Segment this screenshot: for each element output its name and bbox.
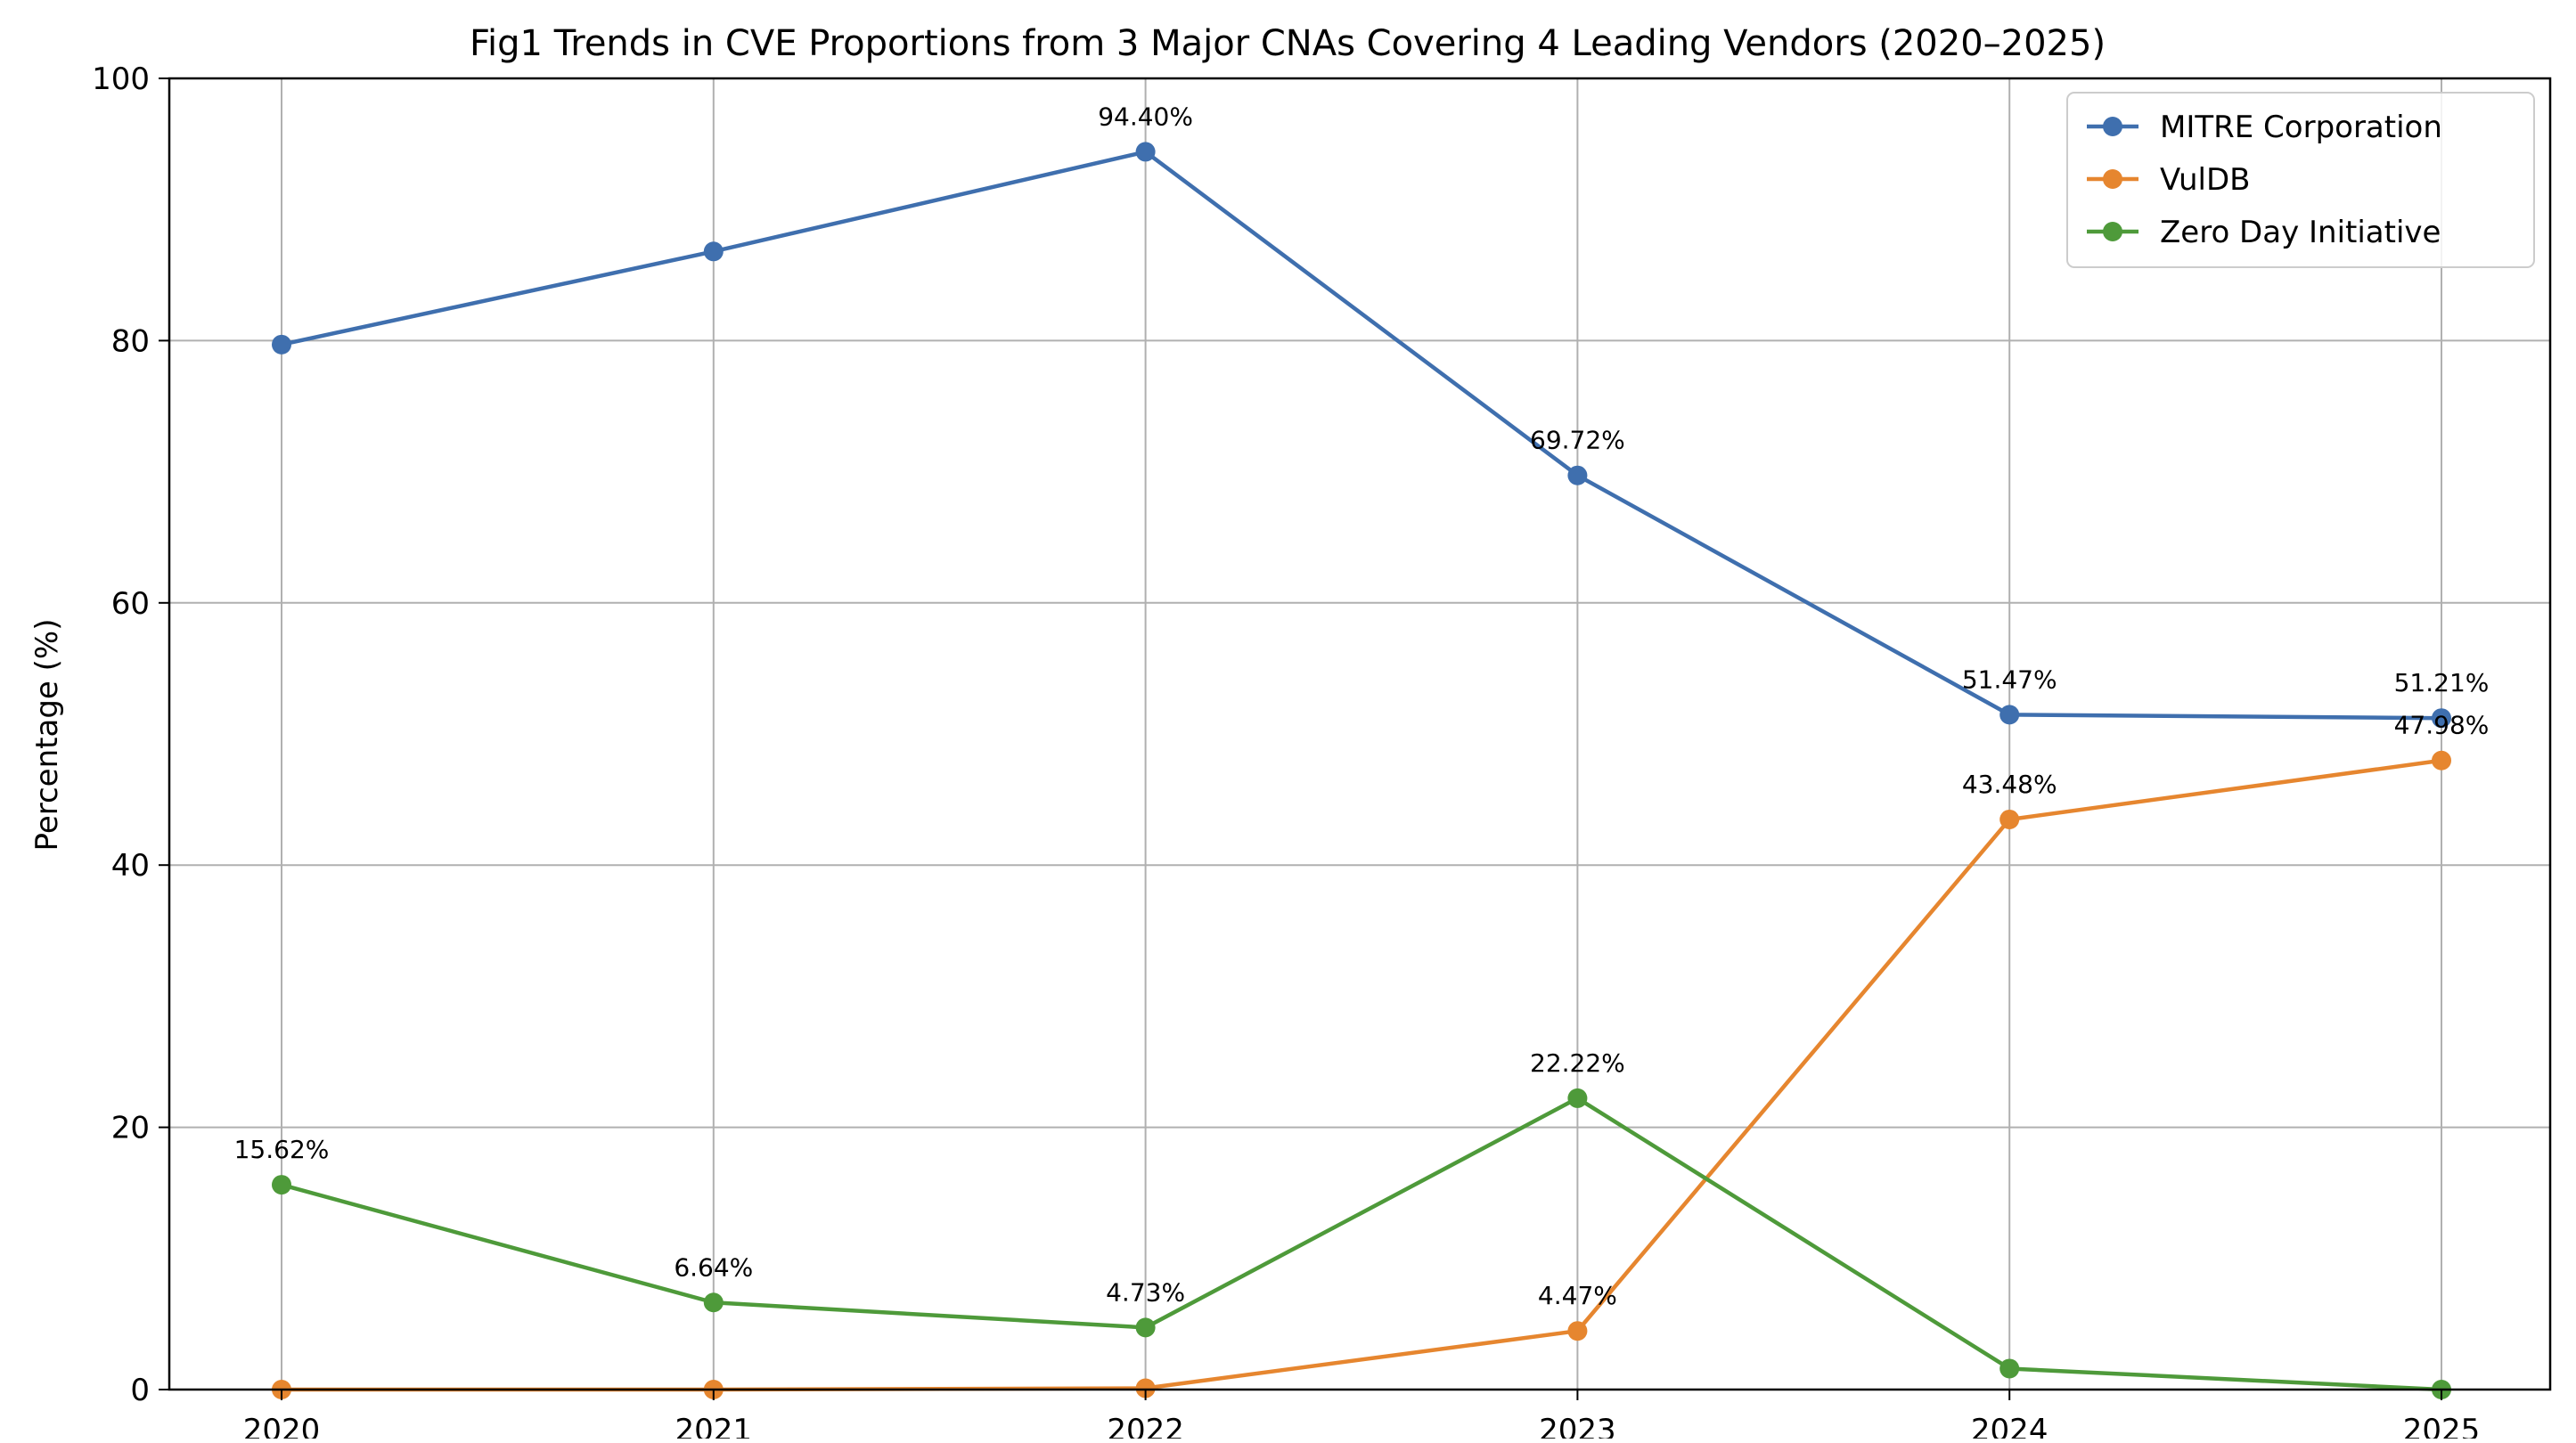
y-tick-label: 80 [111, 323, 150, 359]
series-layer [272, 142, 2451, 1399]
y-tick-label: 40 [111, 848, 150, 884]
legend-marker [2103, 117, 2122, 136]
axis-ticks: 2020 2021 2022 2023 2024 2025 0 20 40 60 80 100 [92, 61, 2481, 1443]
legend-marker [2103, 222, 2122, 241]
data-label: 69.72% [1530, 426, 1625, 455]
series-line [282, 758, 2442, 1392]
data-point [2432, 750, 2451, 770]
y-tick-label: 0 [130, 1373, 150, 1408]
data-point [272, 1175, 291, 1195]
data-point [1135, 1378, 1156, 1398]
data-point [2432, 708, 2451, 729]
data-label: 22.22% [1530, 1048, 1625, 1078]
x-tick-label: 2020 [243, 1413, 321, 1439]
data-label: 6.64% [674, 1252, 753, 1282]
data-label: 15.62% [234, 1135, 330, 1164]
data-point [1567, 1321, 1588, 1341]
y-tick-label: 20 [111, 1111, 150, 1146]
data-point [1135, 1317, 1156, 1338]
data-label: 47.98% [2394, 711, 2490, 740]
x-tick-label: 2024 [1971, 1413, 2049, 1439]
data-label: 51.47% [1962, 664, 2057, 694]
x-tick-label: 2022 [1107, 1413, 1184, 1439]
legend-label: MITRE Corporation [2160, 110, 2442, 145]
data-label: 43.48% [1962, 770, 2057, 799]
legend: MITRE Corporation VulDB Zero Day Initiativ… [2066, 92, 2535, 268]
legend-label: VulDB [2160, 162, 2250, 198]
series-line [281, 150, 2442, 721]
data-label: 51.21% [2394, 668, 2490, 697]
series-line [281, 1096, 2442, 1392]
plot-frame [168, 77, 2552, 1391]
y-axis-label: Percentage (%) [29, 619, 65, 852]
y-tick-label: 60 [111, 586, 150, 622]
data-point [1999, 1358, 2020, 1379]
data-point [1999, 705, 2020, 725]
data-label: 94.40% [1098, 102, 1193, 131]
data-point [272, 334, 291, 355]
x-tick-label: 2021 [675, 1413, 753, 1439]
data-point [703, 1292, 724, 1313]
data-labels: 94.40% 69.72% 51.47% 51.21% 4.47% 43.48% 47.98… [234, 102, 2490, 1310]
data-point [1999, 809, 2020, 829]
legend-marker [2103, 169, 2122, 189]
data-label: 4.47% [1538, 1281, 1617, 1310]
x-tick-label: 2023 [1539, 1413, 1616, 1439]
x-tick-label: 2025 [2403, 1413, 2481, 1439]
grid-lines [169, 77, 2550, 1390]
data-point [1567, 1088, 1588, 1108]
legend-label: Zero Day Initiative [2160, 215, 2441, 250]
data-label: 4.73% [1106, 1277, 1185, 1307]
chart-title: Fig1 Trends in CVE Proportions from 3 Ma… [470, 23, 2106, 64]
data-point [703, 241, 724, 262]
y-tick-label: 100 [92, 61, 150, 97]
data-point [1567, 465, 1588, 485]
data-point [1135, 142, 1156, 162]
legend-box [2066, 92, 2535, 268]
